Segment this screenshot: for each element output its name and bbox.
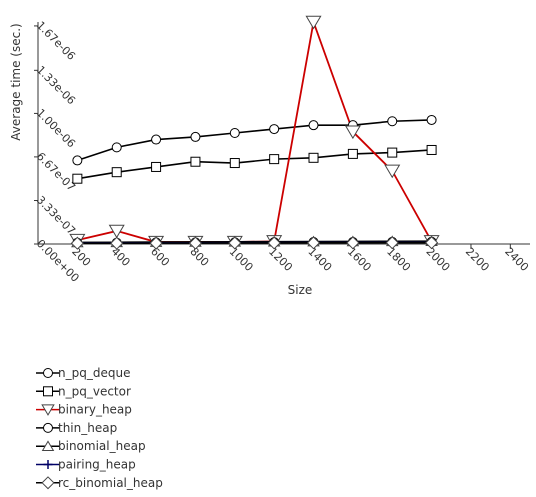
x-tick-label: 2000 <box>423 245 452 274</box>
data-point-n_pq_vector <box>308 152 319 163</box>
data-point-rc_binomial_heap <box>346 236 360 250</box>
x-tick-label: 1800 <box>384 245 413 274</box>
data-point-n_pq_deque <box>269 124 280 135</box>
legend-marker <box>43 422 53 433</box>
legend-label: binomial_heap <box>58 439 146 453</box>
y-axis-label: Average time (sec.) <box>9 23 23 140</box>
legend-label: pairing_heap <box>58 458 136 472</box>
data-point-rc_binomial_heap <box>110 236 124 250</box>
data-point-n_pq_vector <box>269 154 280 165</box>
data-point-n_pq_vector <box>426 144 437 155</box>
data-point-n_pq_deque <box>111 142 122 153</box>
data-point-n_pq_deque <box>308 120 319 131</box>
data-point-n_pq_vector <box>229 158 240 169</box>
legend-marker <box>43 386 53 397</box>
series-line-binary_heap <box>77 18 433 243</box>
legend-item: n_pq_deque <box>36 366 130 380</box>
y-tick-label: 1.33e-06 <box>34 63 78 107</box>
data-point-binary_heap <box>108 224 125 239</box>
y-tick-label: 6.67e-07 <box>34 150 78 194</box>
data-point-rc_binomial_heap <box>228 236 242 250</box>
y-tick-label: 3.33e-07 <box>34 193 78 237</box>
legend-marker <box>43 368 53 378</box>
data-point-binary_heap <box>344 125 361 140</box>
legend-item: pairing_heap <box>36 458 136 472</box>
legend-marker <box>41 476 55 490</box>
x-tick-label: 1600 <box>345 245 374 274</box>
data-point-n_pq_deque <box>426 114 437 125</box>
data-point-rc_binomial_heap <box>306 236 321 250</box>
y-tick-label: 1.00e-06 <box>34 106 78 150</box>
data-point-n_pq_deque <box>387 116 398 127</box>
legend-item: binary_heap <box>36 403 132 417</box>
data-point-rc_binomial_heap <box>188 236 202 250</box>
data-point-rc_binomial_heap <box>267 236 281 250</box>
axes: 200 400 600 800 1000 1200 1400 1600 1800 2000 2200… <box>34 19 531 285</box>
x-tick-label: 600 <box>148 245 172 269</box>
data-point-rc_binomial_heap <box>385 236 399 250</box>
data-point-binary_heap <box>384 164 401 179</box>
legend-marker <box>43 460 53 469</box>
x-tick-label: 2200 <box>463 245 492 274</box>
legend-label: n_pq_deque <box>58 366 130 380</box>
x-tick-label: 1000 <box>227 245 256 274</box>
plot-area <box>69 15 440 250</box>
legend-label: binary_heap <box>58 403 132 417</box>
data-point-n_pq_deque <box>190 131 201 142</box>
legend-label: n_pq_vector <box>58 384 131 398</box>
legend-item: binomial_heap <box>36 439 146 453</box>
data-point-rc_binomial_heap <box>149 236 163 250</box>
data-point-n_pq_vector <box>151 161 162 172</box>
x-tick-label: 800 <box>187 245 211 269</box>
series-line-n_pq_deque <box>77 119 432 162</box>
data-point-rc_binomial_heap <box>70 236 84 250</box>
series-line-n_pq_vector <box>77 149 432 180</box>
series-line-rc_binomial_heap <box>77 241 432 245</box>
data-point-n_pq_vector <box>347 148 358 159</box>
data-point-n_pq_vector <box>387 147 398 158</box>
data-point-n_pq_vector <box>111 167 122 178</box>
legend: n_pq_deque n_pq_vector binary_heap thin_hea… <box>36 366 163 490</box>
legend-item: rc_binomial_heap <box>36 476 163 490</box>
legend-label: rc_binomial_heap <box>58 476 163 490</box>
data-point-n_pq_deque <box>229 128 240 138</box>
data-point-n_pq_vector <box>72 173 83 184</box>
legend-marker <box>41 404 55 416</box>
x-tick-label: 2400 <box>502 245 531 274</box>
x-tick-label: 400 <box>109 245 133 269</box>
data-point-n_pq_deque <box>72 155 83 166</box>
data-point-n_pq_deque <box>151 134 162 145</box>
y-tick-label: 1.67e-06 <box>34 19 78 63</box>
data-point-rc_binomial_heap <box>425 236 439 250</box>
legend-marker <box>41 440 55 452</box>
x-axis-label: Size <box>288 283 313 297</box>
legend-label: thin_heap <box>58 421 117 435</box>
data-point-n_pq_vector <box>190 156 201 167</box>
legend-item: n_pq_vector <box>36 384 131 398</box>
legend-item: thin_heap <box>36 421 117 435</box>
x-tick-label: 1400 <box>305 245 334 274</box>
x-tick-label: 1200 <box>266 245 295 274</box>
data-point-binary_heap <box>305 15 322 30</box>
